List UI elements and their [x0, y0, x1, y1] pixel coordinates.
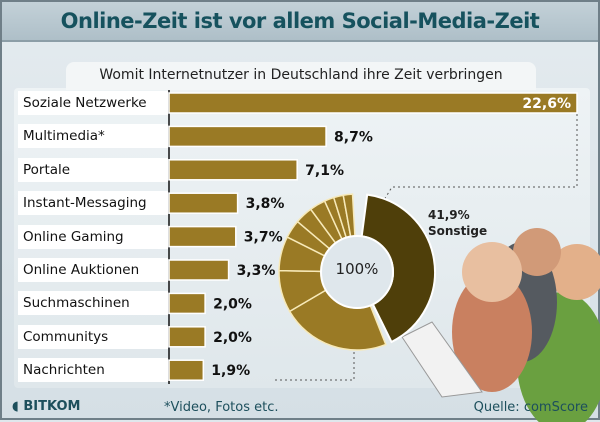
value-label: 7,1% [305, 163, 344, 179]
photo-face-middle [513, 228, 561, 276]
value-label: 2,0% [213, 330, 252, 346]
title-bar: Online-Zeit ist vor allem Social-Media-Z… [2, 2, 598, 42]
photo-face-right [549, 244, 600, 300]
category-label: Multimedia* [18, 124, 168, 149]
photo-face-left [462, 242, 522, 302]
bar-0 [168, 92, 578, 114]
category-label: Portale [18, 157, 168, 182]
photo-person-left [452, 272, 532, 392]
category-label: Instant-Messaging [18, 191, 168, 216]
footnote: *Video, Fotos etc. [164, 400, 279, 415]
value-label: 1,9% [211, 363, 250, 379]
category-label: Online Gaming [18, 224, 168, 249]
source: Quelle: comScore [473, 400, 588, 415]
chart-subtitle: Womit Internetnutzer in Deutschland ihre… [66, 62, 536, 90]
category-label: Soziale Netzwerke [18, 91, 168, 115]
category-label: Online Auktionen [18, 258, 168, 282]
value-label: 3,7% [244, 230, 283, 246]
bitkom-logo: ◖ BITKOM [12, 399, 81, 414]
other-value: 41,9% [428, 208, 470, 222]
bar-2 [168, 159, 298, 181]
donut-other-label: 41,9% Sonstige [428, 207, 487, 239]
bar-1 [168, 125, 327, 148]
bar-3 [168, 192, 239, 214]
bar-6 [168, 292, 206, 315]
category-label: Nachrichten [18, 358, 168, 383]
connector-top [383, 114, 578, 201]
value-label: 8,7% [334, 129, 373, 145]
connector-bottom [272, 347, 355, 381]
category-label: Suchmaschinen [18, 291, 168, 316]
value-label: 3,8% [246, 196, 285, 212]
bar-7 [168, 326, 206, 348]
category-label: Communitys [18, 324, 168, 349]
chart-title: Online-Zeit ist vor allem Social-Media-Z… [60, 9, 540, 33]
bar-5 [168, 259, 230, 281]
donut-center-label: 100% [335, 260, 379, 278]
value-label: 22,6% [522, 96, 571, 112]
logo-text: BITKOM [23, 399, 81, 414]
bar-4 [168, 225, 237, 248]
photo-laptop [401, 321, 483, 398]
other-name: Sonstige [428, 224, 488, 238]
value-label: 2,0% [213, 296, 252, 312]
bar-8 [168, 359, 205, 381]
donut-hole [320, 235, 394, 309]
value-label: 3,3% [237, 263, 276, 279]
